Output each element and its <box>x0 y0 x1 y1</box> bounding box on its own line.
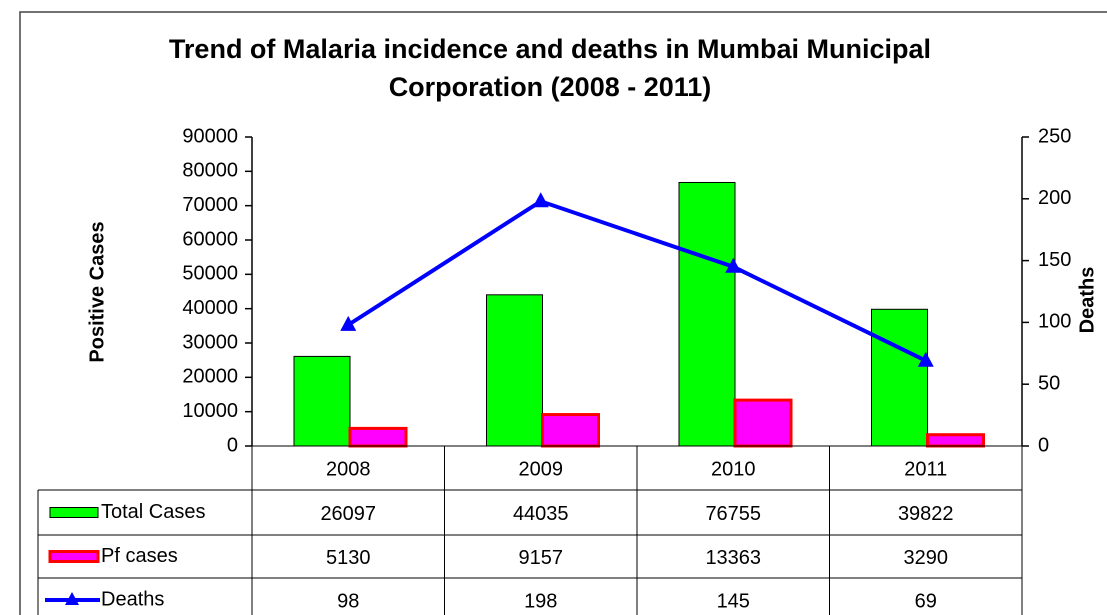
bar <box>348 426 408 448</box>
y2-tick-label: 200 <box>1038 187 1071 209</box>
y-tick-label: 40000 <box>182 297 238 319</box>
table-value: 198 <box>524 590 557 612</box>
y-axis-title: Positive Cases <box>86 221 108 362</box>
table-value: 5130 <box>326 547 371 569</box>
legend-label: Total Cases <box>101 501 206 523</box>
legend-label: Deaths <box>101 588 164 610</box>
legend-key <box>48 550 100 563</box>
table-value: 26097 <box>320 503 376 525</box>
bar <box>733 398 793 448</box>
legend-key-marker <box>65 592 79 605</box>
y-tick-label: 80000 <box>182 160 238 182</box>
y-tick-label: 70000 <box>182 194 238 216</box>
x-tick-label: 2011 <box>904 458 947 480</box>
table-value: 9157 <box>519 547 564 569</box>
line-marker <box>532 192 549 208</box>
x-tick-label: 2010 <box>711 458 756 480</box>
y-tick-label: 30000 <box>182 331 238 353</box>
legend-key <box>49 507 99 518</box>
chart-title: Trend of Malaria incidence and deaths in… <box>168 34 932 102</box>
y-tick-label: 0 <box>227 434 238 456</box>
x-tick-label: 2008 <box>326 458 371 480</box>
line-marker <box>340 315 357 331</box>
line <box>347 199 927 363</box>
legend-label: Pf cases <box>101 545 178 567</box>
bar <box>926 433 985 448</box>
table-value: 69 <box>915 590 937 612</box>
table-value: 39822 <box>898 503 954 525</box>
table-value: 145 <box>717 590 750 612</box>
bar <box>541 413 600 448</box>
line-marker <box>917 351 934 367</box>
y2-axis-title: Deaths <box>1076 267 1098 334</box>
table-value: 44035 <box>513 503 569 525</box>
bar <box>871 308 928 447</box>
table-value: 13363 <box>705 547 761 569</box>
x-tick-label: 2009 <box>519 458 564 480</box>
bar <box>678 181 736 447</box>
y-tick-label: 90000 <box>182 125 238 147</box>
y2-tick-label: 50 <box>1038 372 1060 394</box>
table-value: 98 <box>337 590 359 612</box>
y-tick-label: 20000 <box>182 366 238 388</box>
y-tick-label: 10000 <box>182 400 238 422</box>
y2-tick-label: 0 <box>1038 434 1049 456</box>
y2-tick-label: 150 <box>1038 249 1071 271</box>
line-marker <box>725 257 742 273</box>
chart-border <box>19 11 1107 615</box>
y-tick-label: 60000 <box>182 228 238 250</box>
table-value: 3290 <box>904 547 949 569</box>
table-value: 76755 <box>705 503 761 525</box>
bar <box>293 355 351 447</box>
y2-tick-label: 250 <box>1038 125 1071 147</box>
bar <box>486 294 543 447</box>
y2-tick-label: 100 <box>1038 311 1071 333</box>
y-tick-label: 50000 <box>182 263 238 285</box>
